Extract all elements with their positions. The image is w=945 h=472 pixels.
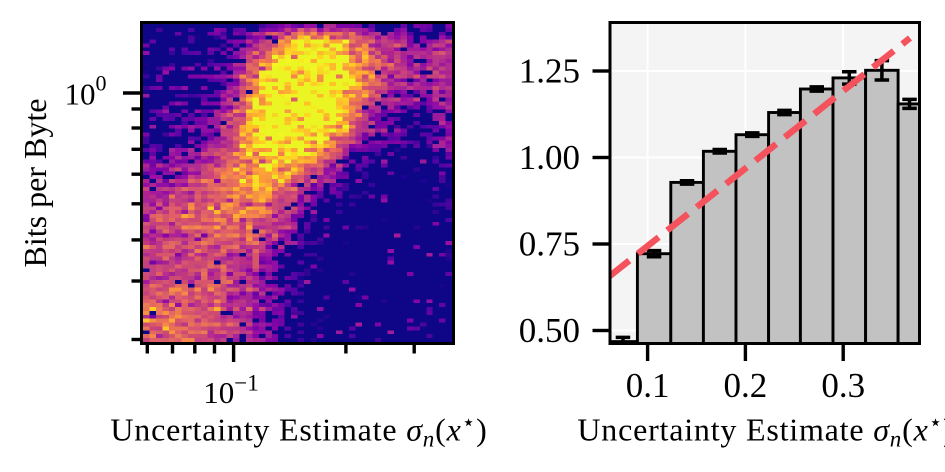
svg-text:1.25: 1.25	[519, 52, 580, 91]
svg-text:0.75: 0.75	[519, 225, 580, 264]
svg-text:0.2: 0.2	[724, 366, 768, 405]
svg-text:Uncertainty Estimate σn(x⋆): Uncertainty Estimate σn(x⋆)	[577, 410, 945, 452]
svg-text:1.00: 1.00	[519, 138, 580, 177]
svg-text:Bits per Byte: Bits per Byte	[17, 99, 53, 268]
svg-text:10−1: 10−1	[203, 371, 258, 411]
svg-text:0.50: 0.50	[519, 311, 580, 350]
svg-text:0.1: 0.1	[626, 366, 670, 405]
svg-text:0.3: 0.3	[821, 366, 865, 405]
